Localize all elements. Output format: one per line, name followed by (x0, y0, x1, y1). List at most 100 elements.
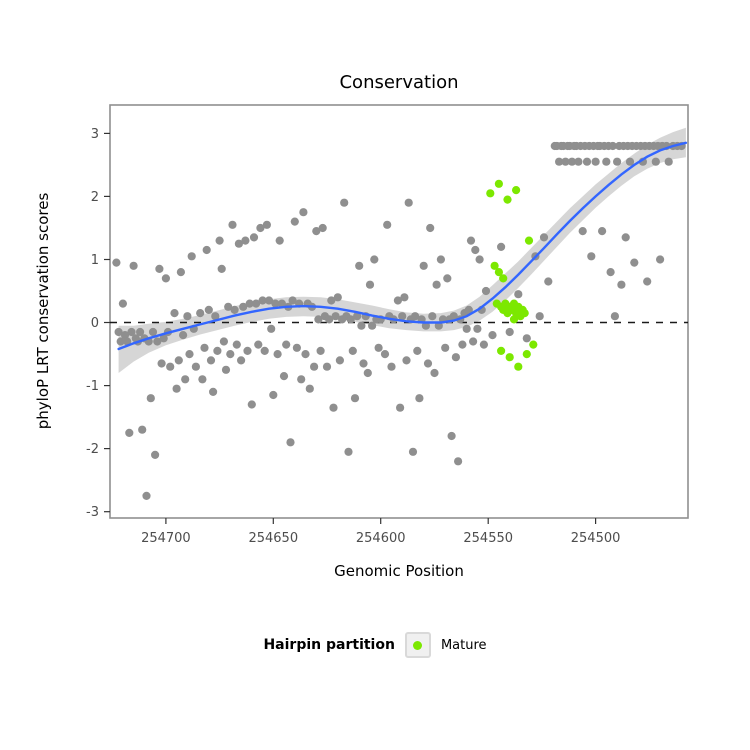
data-point-other (561, 157, 570, 166)
data-point-other (464, 305, 473, 314)
data-point-other (443, 274, 452, 283)
data-point-other (473, 324, 482, 333)
data-point-other (239, 302, 248, 311)
data-point-mature (511, 186, 521, 195)
data-point-other (664, 157, 673, 166)
data-point-other (202, 245, 211, 255)
legend: Hairpin partition Mature (0, 632, 750, 658)
y-axis-title: phyloP LRT conservation scores (34, 193, 52, 430)
data-point-other (260, 346, 269, 355)
data-point-other (514, 290, 523, 299)
data-point-other (325, 315, 334, 324)
data-point-other (316, 346, 325, 355)
data-point-other (151, 450, 160, 459)
data-point-other (505, 327, 514, 337)
data-point-other (617, 280, 626, 289)
data-point-other (224, 302, 233, 311)
data-point-mature (514, 362, 523, 371)
data-point-other (567, 157, 577, 166)
data-point-other (258, 296, 267, 305)
data-point-other (630, 258, 639, 267)
x-tick-label: 254600 (356, 531, 406, 546)
data-point-other (196, 309, 205, 318)
data-point-other (142, 491, 151, 500)
y-tick-label: -2 (86, 442, 99, 457)
data-point-other (288, 296, 297, 305)
data-point-other (148, 327, 158, 337)
data-point-other (123, 337, 132, 346)
data-point-other (230, 305, 239, 314)
data-point-other (198, 375, 207, 384)
data-point-other (370, 255, 379, 264)
smooth-trend-line (117, 141, 688, 351)
data-point-other (292, 343, 301, 352)
data-point-other (232, 340, 241, 349)
data-point-other (447, 431, 456, 441)
data-point-other (587, 252, 596, 261)
data-point-other (441, 343, 450, 352)
x-tick-label: 254700 (141, 531, 191, 546)
data-point-other (221, 365, 231, 374)
data-point-other (479, 340, 488, 349)
data-point-other (481, 286, 491, 296)
data-point-other (451, 353, 460, 362)
data-point-other (213, 346, 222, 355)
data-point-other (471, 245, 480, 255)
data-point-other (423, 359, 433, 368)
data-point-other (318, 223, 327, 233)
data-point-other (404, 198, 413, 207)
data-point-other (411, 312, 420, 321)
data-point-other (413, 346, 422, 355)
chart-title: Conservation (339, 72, 458, 93)
data-point-other (436, 255, 445, 264)
data-point-other (350, 394, 360, 403)
data-point-other (146, 394, 155, 403)
data-point-other (297, 375, 306, 384)
data-point-other (200, 343, 209, 352)
data-point-mature (520, 309, 529, 318)
data-point-mature (497, 346, 506, 355)
data-point-other (359, 359, 368, 368)
data-point-other (400, 293, 409, 302)
data-point-other (314, 315, 323, 324)
data-point-other (264, 296, 274, 305)
data-point-other (497, 242, 506, 251)
y-tick-label: 1 (91, 253, 99, 268)
data-point-other (396, 403, 405, 412)
data-point-other (329, 403, 338, 412)
data-point-other (234, 239, 243, 248)
data-point-other (211, 312, 220, 321)
data-point-other (656, 255, 665, 264)
data-point-other (174, 356, 183, 365)
data-point-other (116, 337, 125, 346)
data-point-other (181, 375, 190, 384)
data-point-other (454, 457, 463, 466)
data-point-other (368, 321, 377, 330)
data-point-other (312, 227, 321, 236)
data-point-other (185, 350, 194, 359)
data-point-other (393, 296, 402, 305)
data-point-other (301, 350, 310, 359)
data-point-other (114, 327, 123, 337)
data-point-other (183, 312, 192, 321)
data-point-other (271, 299, 280, 308)
data-point-other (136, 327, 145, 337)
data-point-other (157, 359, 166, 368)
data-point-other (488, 331, 497, 340)
data-point-other (279, 372, 289, 381)
data-point-other (127, 327, 136, 337)
data-point-other (286, 438, 295, 447)
data-point-other (120, 331, 130, 340)
data-point-other (402, 356, 411, 365)
x-axis-title: Genomic Position (334, 562, 464, 580)
data-point-other (462, 324, 471, 333)
data-point-other (606, 268, 615, 277)
data-point-other (344, 447, 353, 456)
data-point-other (363, 368, 372, 378)
data-point-other (204, 305, 213, 314)
y-tick-label: 3 (91, 127, 99, 142)
data-point-other (591, 157, 600, 166)
data-point-other (217, 264, 226, 273)
y-tick-label: 2 (91, 190, 99, 205)
